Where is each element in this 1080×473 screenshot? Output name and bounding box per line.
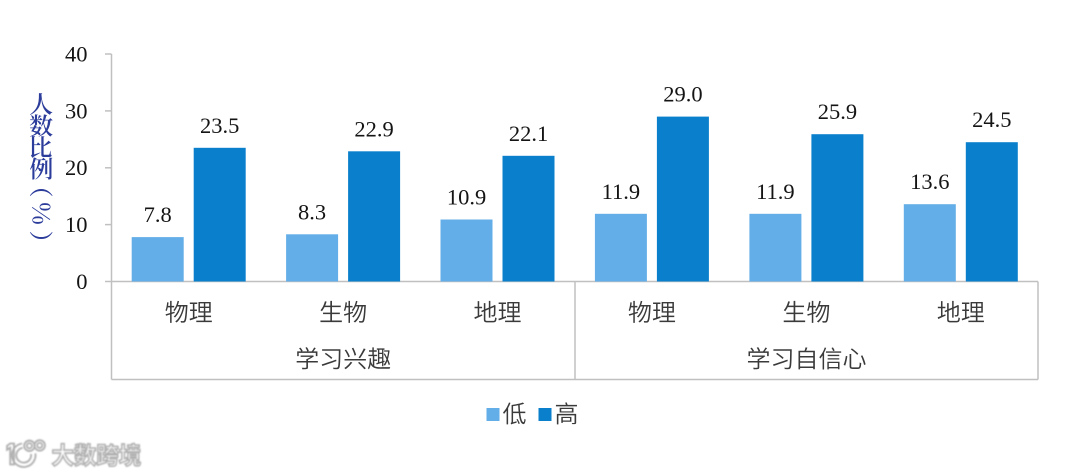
svg-text:23.5: 23.5 [200,113,239,138]
svg-text:30: 30 [65,98,88,123]
svg-text:13.6: 13.6 [910,169,949,194]
svg-text:24.5: 24.5 [972,107,1011,132]
svg-text:22.9: 22.9 [354,116,393,141]
svg-text:29.0: 29.0 [663,82,702,107]
svg-text:10: 10 [65,212,88,237]
svg-text:20: 20 [65,155,88,180]
svg-text:22.1: 22.1 [509,121,548,146]
svg-text:40: 40 [65,41,88,66]
svg-text:10.9: 10.9 [447,185,486,210]
svg-text:7.8: 7.8 [144,202,172,227]
svg-text:11.9: 11.9 [602,179,641,204]
svg-text:8.3: 8.3 [298,199,326,224]
svg-text:11.9: 11.9 [756,179,795,204]
svg-text:25.9: 25.9 [818,99,857,124]
svg-text:0: 0 [76,269,87,294]
